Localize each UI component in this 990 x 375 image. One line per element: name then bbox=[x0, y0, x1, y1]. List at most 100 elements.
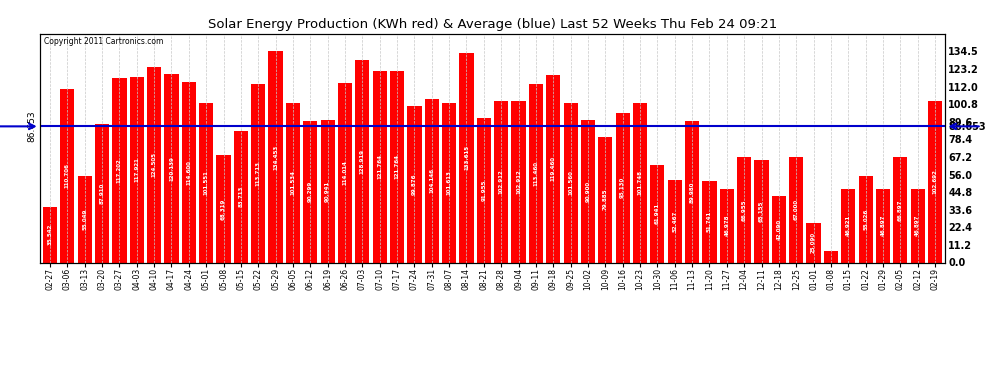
Bar bbox=[390, 71, 404, 262]
Bar bbox=[459, 53, 473, 262]
Text: 67.000: 67.000 bbox=[794, 199, 799, 220]
Title: Solar Energy Production (KWh red) & Average (blue) Last 52 Weeks Thu Feb 24 09:2: Solar Energy Production (KWh red) & Aver… bbox=[208, 18, 777, 31]
Bar bbox=[598, 137, 613, 262]
Text: 65.155: 65.155 bbox=[759, 201, 764, 222]
Bar bbox=[407, 106, 422, 262]
Text: 114.600: 114.600 bbox=[186, 160, 191, 185]
Text: 117.921: 117.921 bbox=[135, 158, 140, 182]
Bar bbox=[702, 181, 717, 262]
Text: 42.090: 42.090 bbox=[776, 219, 781, 240]
Bar bbox=[529, 84, 544, 262]
Text: 101.613: 101.613 bbox=[446, 170, 451, 195]
Bar bbox=[77, 176, 92, 262]
Text: Copyright 2011 Cartronics.com: Copyright 2011 Cartronics.com bbox=[45, 37, 163, 46]
Text: 87.910: 87.910 bbox=[100, 183, 105, 204]
Bar bbox=[60, 88, 74, 262]
Text: 90.900: 90.900 bbox=[585, 180, 590, 202]
Text: 117.202: 117.202 bbox=[117, 158, 122, 183]
Text: 55.049: 55.049 bbox=[82, 209, 87, 230]
Text: 113.460: 113.460 bbox=[534, 161, 539, 186]
Text: 91.955: 91.955 bbox=[481, 180, 486, 201]
Bar bbox=[842, 189, 855, 262]
Bar bbox=[512, 101, 526, 262]
Text: 121.764: 121.764 bbox=[377, 154, 382, 179]
Bar bbox=[130, 77, 144, 262]
Bar bbox=[303, 121, 318, 262]
Text: 52.467: 52.467 bbox=[672, 211, 677, 232]
Text: 66.897: 66.897 bbox=[898, 199, 903, 221]
Bar bbox=[876, 189, 890, 262]
Text: 102.692: 102.692 bbox=[933, 170, 938, 194]
Text: 79.885: 79.885 bbox=[603, 189, 608, 210]
Text: 119.460: 119.460 bbox=[550, 156, 555, 181]
Text: 46.897: 46.897 bbox=[915, 215, 920, 236]
Text: 102.912: 102.912 bbox=[516, 169, 521, 194]
Text: 99.876: 99.876 bbox=[412, 173, 417, 195]
Text: 101.534: 101.534 bbox=[290, 170, 295, 195]
Bar bbox=[754, 160, 768, 262]
Bar bbox=[546, 75, 560, 262]
Text: 102.912: 102.912 bbox=[499, 169, 504, 194]
Bar bbox=[372, 71, 387, 262]
Bar bbox=[95, 124, 109, 262]
Text: 95.130: 95.130 bbox=[620, 177, 625, 198]
Bar bbox=[737, 157, 751, 262]
Bar bbox=[494, 101, 508, 262]
Bar bbox=[286, 103, 300, 262]
Bar bbox=[321, 120, 335, 262]
Text: 120.139: 120.139 bbox=[169, 156, 174, 181]
Text: 90.299: 90.299 bbox=[308, 181, 313, 202]
Bar bbox=[807, 223, 821, 262]
Text: 68.319: 68.319 bbox=[221, 198, 226, 219]
Text: 133.615: 133.615 bbox=[464, 145, 469, 170]
Bar bbox=[789, 157, 803, 262]
Bar bbox=[112, 78, 127, 262]
Bar bbox=[251, 84, 265, 262]
Text: 46.921: 46.921 bbox=[845, 215, 850, 236]
Bar bbox=[268, 51, 283, 262]
Text: 51.741: 51.741 bbox=[707, 211, 712, 232]
Bar bbox=[217, 155, 231, 262]
Text: 101.748: 101.748 bbox=[638, 170, 643, 195]
Bar bbox=[667, 180, 682, 262]
Bar bbox=[633, 103, 647, 262]
Bar bbox=[858, 176, 873, 262]
Bar bbox=[616, 113, 630, 262]
Bar bbox=[199, 103, 213, 262]
Bar bbox=[338, 83, 352, 262]
Bar bbox=[164, 74, 178, 262]
Bar bbox=[234, 131, 248, 262]
Text: 90.941: 90.941 bbox=[325, 180, 331, 202]
Text: 46.897: 46.897 bbox=[880, 215, 885, 236]
Bar bbox=[43, 207, 57, 262]
Text: 46.978: 46.978 bbox=[725, 215, 730, 236]
Text: 121.764: 121.764 bbox=[395, 154, 400, 179]
Bar bbox=[182, 82, 196, 262]
Bar bbox=[824, 252, 838, 262]
Bar bbox=[911, 189, 925, 262]
Text: 113.713: 113.713 bbox=[255, 160, 260, 186]
Text: 104.146: 104.146 bbox=[430, 168, 435, 193]
Bar bbox=[928, 101, 942, 262]
Text: 101.551: 101.551 bbox=[204, 170, 209, 195]
Bar bbox=[720, 189, 734, 262]
Text: 55.026: 55.026 bbox=[863, 209, 868, 230]
Text: 124.505: 124.505 bbox=[151, 152, 156, 177]
Text: 134.453: 134.453 bbox=[273, 144, 278, 170]
Bar bbox=[442, 103, 456, 262]
Text: 110.706: 110.706 bbox=[65, 163, 70, 188]
Bar bbox=[425, 99, 439, 262]
Text: 25.090: 25.090 bbox=[811, 232, 816, 254]
Text: 83.713: 83.713 bbox=[239, 186, 244, 207]
Bar bbox=[685, 121, 699, 262]
Bar bbox=[650, 165, 664, 262]
Bar bbox=[772, 196, 786, 262]
Text: 89.980: 89.980 bbox=[690, 181, 695, 203]
Bar bbox=[563, 103, 578, 262]
Bar bbox=[148, 67, 161, 262]
Text: 35.542: 35.542 bbox=[48, 224, 52, 245]
Text: 66.955: 66.955 bbox=[742, 199, 746, 220]
Text: 128.919: 128.919 bbox=[360, 149, 365, 174]
Bar bbox=[477, 118, 491, 262]
Bar bbox=[893, 158, 908, 262]
